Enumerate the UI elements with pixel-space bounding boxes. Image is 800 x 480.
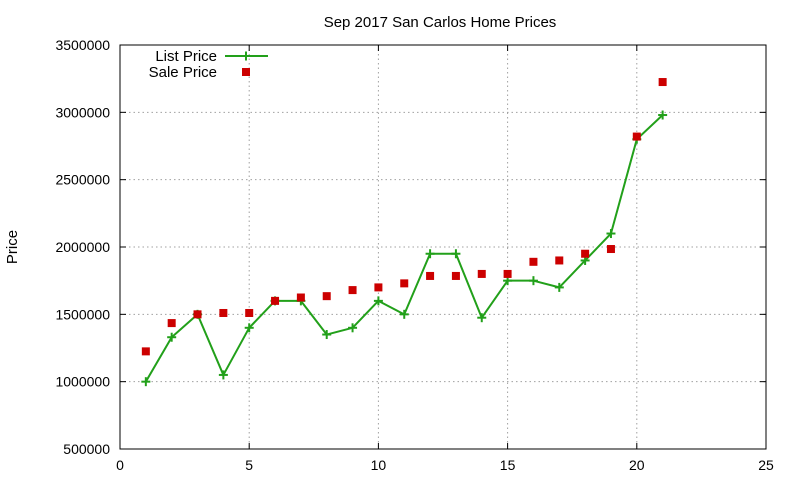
data-point-list-price — [348, 323, 358, 333]
x-tick-label: 10 — [371, 457, 387, 473]
y-tick-label: 2000000 — [55, 239, 110, 255]
data-point-sale-price — [451, 271, 460, 280]
data-point-sale-price — [606, 245, 615, 254]
x-tick-label: 15 — [500, 457, 516, 473]
grid — [120, 45, 766, 449]
legend-sample-sale-price — [242, 68, 250, 76]
data-point-list-price — [167, 332, 177, 342]
data-point-list-price — [425, 249, 435, 259]
x-tick-label: 20 — [629, 457, 645, 473]
data-point-sale-price — [322, 292, 331, 301]
y-axis-label: Price — [4, 230, 21, 264]
data-point-sale-price — [271, 296, 280, 305]
data-point-sale-price — [632, 132, 641, 141]
legend-label-sale-price: Sale Price — [149, 64, 217, 81]
data-point-list-price — [658, 110, 668, 120]
x-tick-label: 25 — [758, 457, 774, 473]
data-point-list-price — [606, 229, 616, 239]
legend-label-list-price: List Price — [155, 48, 217, 65]
data-point-sale-price — [426, 271, 435, 280]
chart-title: Sep 2017 San Carlos Home Prices — [324, 14, 557, 31]
data-point-sale-price — [141, 347, 150, 356]
data-point-sale-price — [374, 283, 383, 292]
series-layer — [141, 78, 668, 387]
series-line-list-price — [144, 114, 664, 383]
data-point-sale-price — [245, 308, 254, 317]
x-axis-ticks: 0 5 10 15 20 25 — [116, 45, 774, 473]
data-point-sale-price — [219, 308, 228, 317]
data-point-sale-price — [503, 269, 512, 278]
data-point-list-price — [218, 370, 228, 380]
data-point-sale-price — [193, 310, 202, 319]
data-point-sale-price — [555, 256, 564, 265]
y-tick-label: 3500000 — [55, 37, 110, 53]
data-point-sale-price — [167, 319, 176, 328]
data-point-list-price — [477, 313, 487, 323]
data-point-sale-price — [658, 78, 667, 87]
y-tick-label: 500000 — [63, 441, 110, 457]
x-tick-label: 5 — [245, 457, 253, 473]
data-point-sale-price — [477, 269, 486, 278]
data-point-list-price — [322, 330, 332, 340]
data-point-sale-price — [581, 249, 590, 258]
data-point-list-price — [528, 276, 538, 286]
legend-marker-sale-price — [242, 68, 250, 76]
data-point-sale-price — [529, 257, 538, 266]
y-axis-ticks: 500000 1000000 1500000 2000000 2500000 300000… — [55, 37, 766, 457]
data-point-list-price — [373, 296, 383, 306]
y-tick-label: 1000000 — [55, 374, 110, 390]
data-point-sale-price — [296, 293, 305, 302]
data-point-list-price — [554, 282, 564, 292]
data-point-list-price — [451, 249, 461, 259]
x-tick-label: 0 — [116, 457, 124, 473]
data-point-sale-price — [400, 279, 409, 288]
y-tick-label: 3000000 — [55, 104, 110, 120]
legend-sample-list-price — [225, 51, 268, 61]
data-point-sale-price — [348, 286, 357, 295]
y-tick-label: 2500000 — [55, 172, 110, 188]
y-tick-label: 1500000 — [55, 306, 110, 322]
legend: List Price Sale Price — [149, 48, 268, 81]
data-point-list-price — [141, 377, 151, 387]
data-point-list-price — [244, 323, 254, 333]
plot-frame — [119, 44, 767, 450]
data-point-list-price — [399, 309, 409, 319]
